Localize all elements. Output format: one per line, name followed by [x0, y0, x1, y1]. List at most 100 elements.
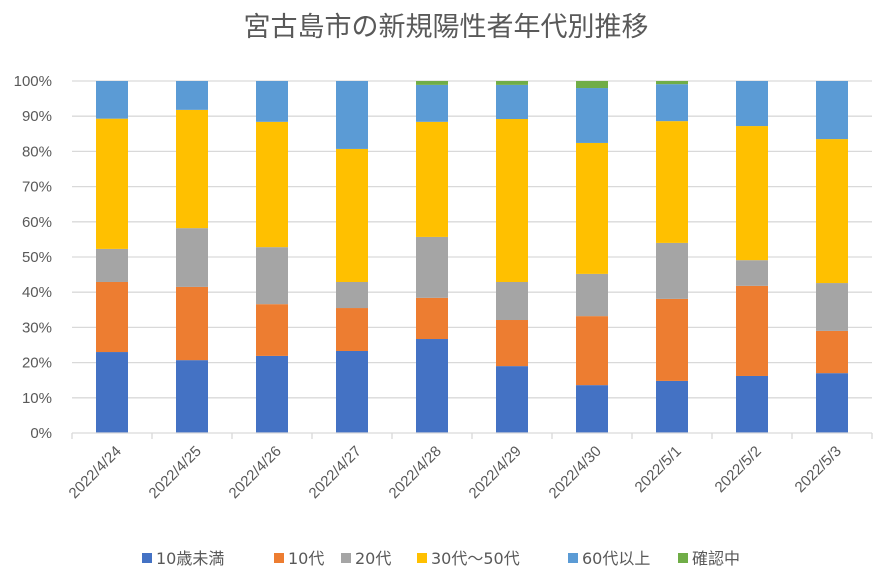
legend-swatch [341, 553, 351, 563]
bar-segment [576, 88, 608, 143]
bar-segment [576, 273, 608, 317]
bar-segment [176, 81, 208, 110]
bars [96, 81, 848, 433]
legend-label: 確認中 [692, 549, 740, 568]
bar-segment [656, 298, 688, 381]
bar-segment [336, 350, 368, 433]
bar-segment [416, 297, 448, 340]
bar-segment [416, 81, 448, 85]
bar-segment [416, 236, 448, 298]
bar-segment [336, 81, 368, 149]
x-axis-ticks: 2022/4/24 2022/4/25 2022/4/26 2022/4/27 2022… [66, 443, 845, 502]
legend-item: 20代 [341, 549, 391, 568]
bar-segment [576, 81, 608, 89]
bar-segment [416, 121, 448, 237]
x-tick-label: 2022/4/28 [386, 443, 445, 502]
bar-segment [736, 285, 768, 376]
bar-segment [96, 352, 128, 433]
bar-stack [416, 81, 448, 433]
bar-segment [176, 360, 208, 433]
x-tick-label: 2022/5/1 [632, 443, 685, 496]
bar-segment [736, 126, 768, 261]
bar-segment [736, 81, 768, 127]
bar-segment [656, 84, 688, 122]
legend-label: 10代 [288, 549, 324, 568]
bar-segment [656, 81, 688, 85]
bar-segment [416, 84, 448, 122]
y-tick-label: 40% [22, 284, 52, 301]
bar-segment [96, 248, 128, 282]
x-tick-label: 2022/4/26 [226, 443, 285, 502]
bar-segment [96, 281, 128, 353]
bar-segment [496, 81, 528, 85]
y-axis-ticks: 0% 10% 20% 30% 40% 50% 60% 70% 80% 90% 100% [14, 73, 52, 442]
bar-segment [496, 281, 528, 321]
bar-segment [416, 339, 448, 433]
bar-segment [176, 228, 208, 287]
bar-stack [816, 81, 848, 433]
legend-swatch [274, 553, 284, 563]
bar-segment [496, 320, 528, 367]
legend-swatch [678, 553, 688, 563]
bar-segment [736, 375, 768, 433]
bar-stack [656, 81, 688, 433]
bar-segment [816, 139, 848, 284]
x-tick-label: 2022/4/30 [546, 443, 605, 502]
bar-segment [496, 119, 528, 282]
x-tick-label: 2022/4/27 [306, 443, 365, 502]
legend-item: 10代 [274, 549, 324, 568]
legend-label: 30代～50代 [431, 549, 520, 568]
bar-segment [816, 373, 848, 433]
bar-segment [816, 283, 848, 331]
legend-label: 60代以上 [582, 549, 650, 568]
bar-segment [256, 81, 288, 122]
legend-label: 10歳未満 [156, 549, 224, 568]
bar-segment [656, 121, 688, 243]
x-tick-label: 2022/5/2 [712, 443, 765, 496]
y-tick-label: 30% [22, 319, 52, 336]
bar-stack [336, 81, 368, 433]
bar-segment [176, 286, 208, 361]
bar-segment [736, 260, 768, 286]
bar-stack [256, 81, 288, 433]
bar-stack [736, 81, 768, 433]
y-tick-label: 20% [22, 355, 52, 372]
bar-segment [816, 330, 848, 374]
bar-segment [496, 84, 528, 120]
x-axis [71, 432, 873, 439]
bar-segment [96, 118, 128, 249]
legend-swatch [142, 553, 152, 563]
bar-segment [656, 242, 688, 299]
bar-stack [576, 81, 608, 433]
bar-segment [576, 316, 608, 386]
y-tick-label: 90% [22, 108, 52, 125]
x-tick-label: 2022/4/29 [466, 443, 525, 502]
legend-swatch [417, 553, 427, 563]
legend-item: 10歳未満 [142, 549, 224, 568]
x-tick-label: 2022/4/25 [146, 443, 205, 502]
legend-item: 30代～50代 [417, 549, 520, 568]
bar-segment [256, 304, 288, 356]
bar-stack [496, 81, 528, 433]
bar-segment [256, 355, 288, 433]
y-tick-label: 50% [22, 249, 52, 266]
bar-segment [576, 142, 608, 274]
bar-segment [336, 148, 368, 282]
y-tick-label: 70% [22, 179, 52, 196]
bar-segment [336, 308, 368, 351]
y-tick-label: 60% [22, 214, 52, 231]
legend-item: 60代以上 [568, 549, 650, 568]
bar-segment [176, 109, 208, 229]
y-tick-label: 0% [30, 425, 52, 442]
bar-stack [96, 81, 128, 433]
bar-segment [256, 247, 288, 305]
legend-swatch [568, 553, 578, 563]
bar-segment [576, 385, 608, 433]
y-tick-label: 100% [14, 73, 52, 90]
y-tick-label: 80% [22, 143, 52, 160]
bar-stack [176, 81, 208, 433]
x-tick-label: 2022/5/3 [792, 443, 845, 496]
bar-segment [816, 81, 848, 140]
bar-segment [96, 81, 128, 119]
